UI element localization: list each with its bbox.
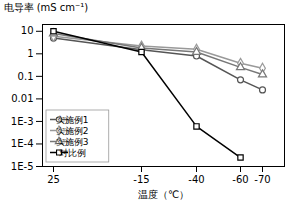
svg-text:1E-4: 1E-4 <box>11 138 34 149</box>
svg-text:0.01: 0.01 <box>11 93 33 104</box>
svg-text:实施例2: 实施例2 <box>56 126 89 136</box>
svg-text:-15: -15 <box>133 174 149 185</box>
svg-text:1: 1 <box>27 48 33 59</box>
svg-text:-60: -60 <box>232 174 248 185</box>
svg-text:10: 10 <box>21 25 34 36</box>
svg-text:电导率 (mS cm⁻¹): 电导率 (mS cm⁻¹) <box>4 2 89 13</box>
svg-text:对比例: 对比例 <box>59 148 86 158</box>
svg-text:-70: -70 <box>254 174 270 185</box>
svg-text:温度（℃）: 温度（℃） <box>138 189 189 200</box>
svg-text:1E-3: 1E-3 <box>11 116 34 127</box>
svg-text:0.1: 0.1 <box>18 71 34 82</box>
svg-text:实施例1: 实施例1 <box>56 115 89 125</box>
svg-text:25: 25 <box>47 174 60 185</box>
svg-text:1E-5: 1E-5 <box>11 161 34 172</box>
svg-text:-40: -40 <box>188 174 204 185</box>
svg-text:实施例3: 实施例3 <box>56 137 89 147</box>
